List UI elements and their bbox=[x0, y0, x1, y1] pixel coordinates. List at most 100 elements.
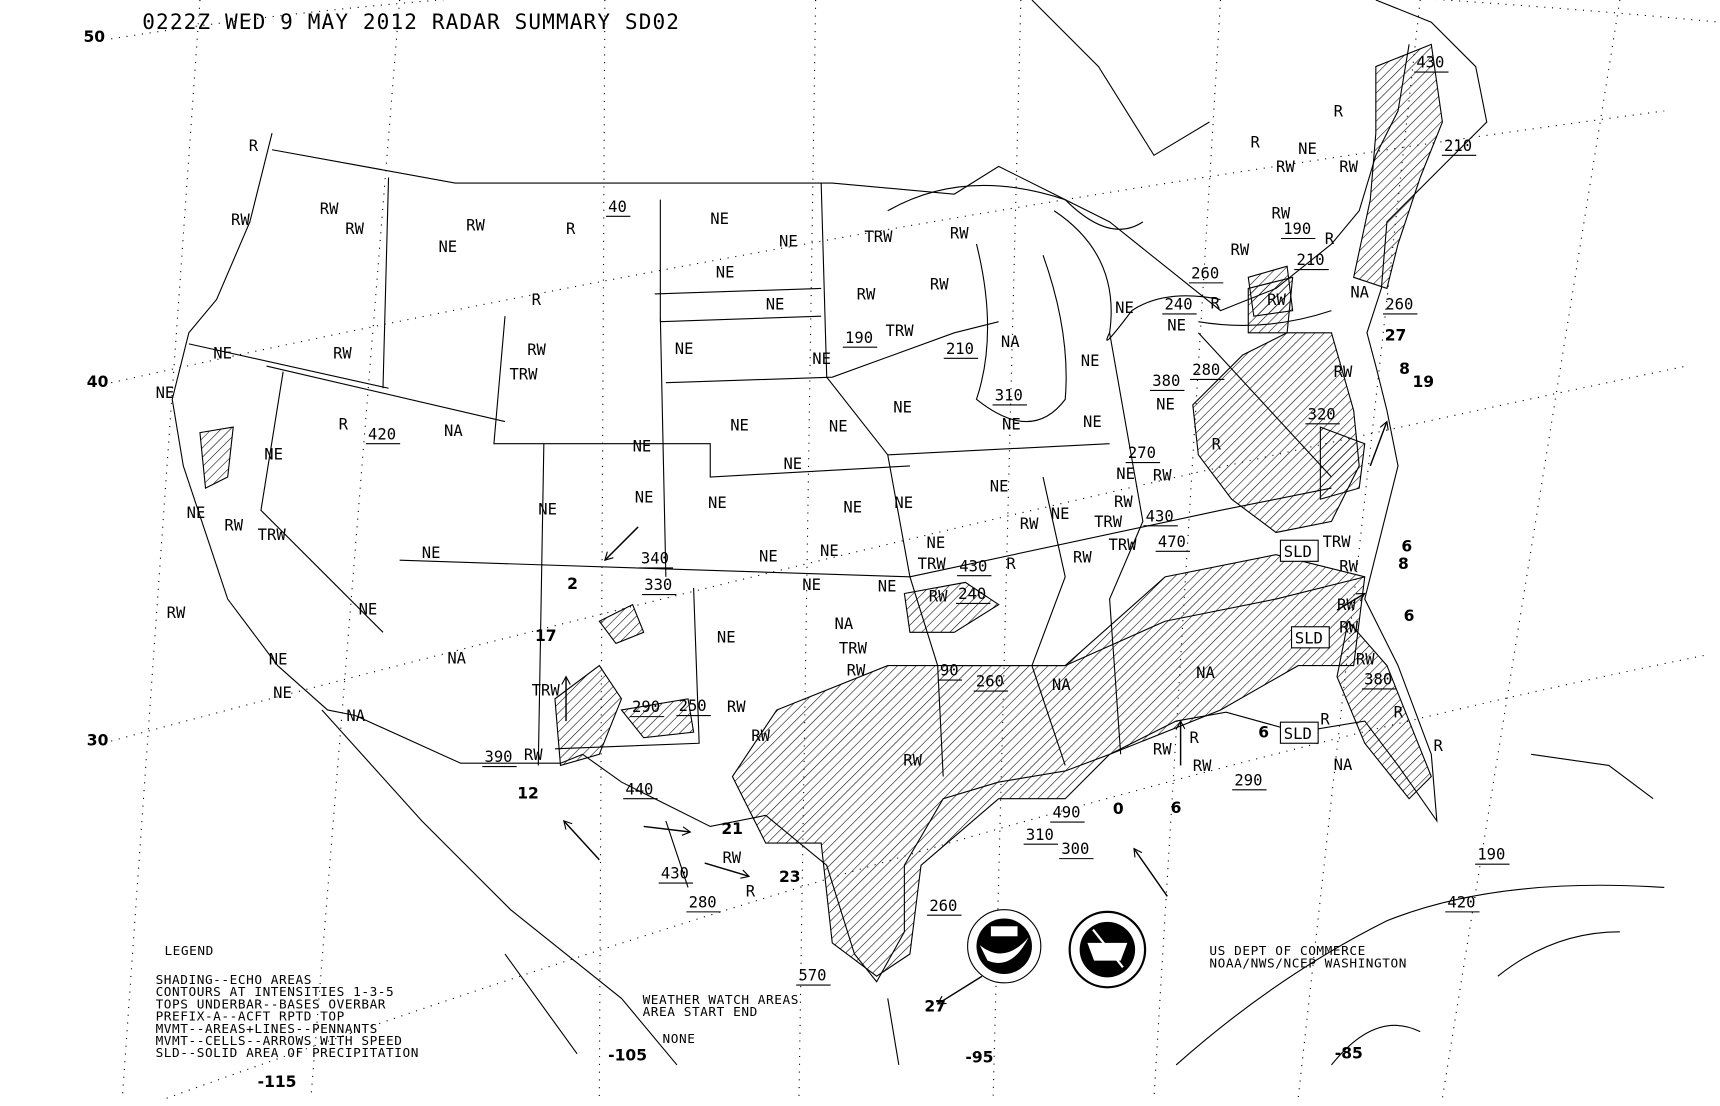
cell-speed-label: 6 bbox=[1404, 607, 1415, 625]
echo-top-label: 90 bbox=[940, 662, 959, 680]
latitude-label: 50 bbox=[83, 28, 105, 46]
arrowhead bbox=[740, 869, 751, 879]
echo-top-label: 40 bbox=[608, 198, 627, 216]
precip-type-label: RW bbox=[847, 662, 866, 680]
precip-type-label: RW bbox=[1337, 596, 1356, 614]
precip-type-label: R bbox=[249, 137, 259, 155]
cell-speed-label: 27 bbox=[924, 998, 946, 1016]
echo-top-label: 260 bbox=[976, 673, 1004, 691]
movement-arrow bbox=[604, 526, 639, 561]
movement-arrow bbox=[704, 862, 750, 878]
echo-top-label: 430 bbox=[661, 865, 689, 883]
echo-top-label: 210 bbox=[1444, 137, 1472, 155]
precip-type-label: RW bbox=[1153, 466, 1172, 484]
echo-area bbox=[1319, 426, 1366, 500]
no-echo-label: NE bbox=[766, 296, 785, 314]
precip-type-label: TRW bbox=[839, 639, 868, 657]
graticule-line bbox=[1153, 0, 1222, 1099]
echo-top-label: 260 bbox=[1191, 264, 1219, 282]
precip-type-label: TRW bbox=[258, 526, 287, 544]
no-echo-label: NE bbox=[894, 494, 913, 512]
echo-top-label: 290 bbox=[1234, 771, 1262, 789]
precip-type-label: RW bbox=[903, 751, 922, 769]
precip-type-label: R bbox=[532, 291, 542, 309]
cell-speed-label: 21 bbox=[721, 820, 743, 838]
nws-logo bbox=[1068, 910, 1147, 989]
not-available-label: NA bbox=[444, 422, 463, 440]
cell-speed-label: 27 bbox=[1385, 327, 1407, 345]
precip-type-label: R bbox=[1250, 134, 1260, 152]
not-available-label: NA bbox=[346, 707, 365, 725]
latitude-label: 40 bbox=[87, 373, 109, 391]
movement-arrow bbox=[1336, 592, 1366, 611]
coastlines-and-borders bbox=[171, 0, 1665, 1066]
boundary-line bbox=[1053, 210, 1221, 341]
boundary-line bbox=[1031, 0, 1210, 157]
echo-top-label: 440 bbox=[625, 780, 653, 798]
precip-type-label: RW bbox=[224, 516, 243, 534]
arrowhead bbox=[1133, 847, 1143, 858]
arrowhead bbox=[936, 995, 947, 1005]
precip-type-label: R bbox=[1394, 704, 1404, 722]
echo-area bbox=[1353, 43, 1443, 290]
movement-arrows bbox=[561, 420, 1389, 1005]
precip-type-label: TRW bbox=[918, 555, 947, 573]
movement-arrow bbox=[1369, 421, 1388, 467]
watch-heading: WEATHER WATCH AREAS bbox=[643, 993, 799, 1008]
echo-top-label: 210 bbox=[1297, 251, 1325, 269]
precip-type-label: RW bbox=[466, 217, 485, 235]
no-echo-label: NE bbox=[802, 576, 821, 594]
boundary-line bbox=[188, 177, 944, 777]
cell-speed-label: 0 bbox=[1113, 800, 1124, 818]
no-echo-label: NE bbox=[708, 494, 727, 512]
precip-type-label: RW bbox=[1267, 291, 1286, 309]
precip-type-label: TRW bbox=[509, 365, 538, 383]
precip-type-label: R bbox=[1325, 230, 1335, 248]
boundary-line bbox=[975, 243, 1067, 422]
echo-top-label: 320 bbox=[1308, 405, 1336, 423]
graticule-line bbox=[111, 110, 1665, 384]
precip-type-label: R bbox=[1189, 729, 1199, 747]
legend: LEGEND SHADING--ECHO AREAS CONTOURS AT I… bbox=[156, 944, 419, 1061]
precip-type-label: RW bbox=[1339, 618, 1358, 636]
legend-heading: LEGEND bbox=[164, 944, 213, 959]
echo-area bbox=[554, 664, 623, 767]
arrowhead bbox=[563, 820, 573, 830]
no-echo-label: NE bbox=[187, 504, 206, 522]
precip-type-label: RW bbox=[527, 341, 546, 359]
precip-type-label: RW bbox=[1153, 740, 1172, 758]
echo-top-label: 420 bbox=[368, 425, 396, 443]
echo-top-label: 380 bbox=[1364, 670, 1392, 688]
precip-type-label: TRW bbox=[1094, 513, 1123, 531]
precip-type-label: RW bbox=[1339, 557, 1358, 575]
cell-speed-label: 6 bbox=[1258, 724, 1269, 742]
boundary-line bbox=[271, 44, 1410, 312]
boundary-line bbox=[887, 184, 1144, 230]
no-echo-label: NE bbox=[1051, 505, 1070, 523]
precip-type-label: R bbox=[339, 415, 349, 433]
cell-speed-label: 8 bbox=[1399, 360, 1410, 378]
arrowhead bbox=[681, 826, 692, 836]
no-echo-label: NE bbox=[1298, 140, 1317, 158]
precip-type-label: R bbox=[1211, 294, 1221, 312]
echo-top-label: 290 bbox=[632, 698, 660, 716]
solid-area-label: SLD bbox=[1295, 629, 1323, 647]
no-echo-label: NE bbox=[1081, 352, 1100, 370]
cell-speed-label: 19 bbox=[1412, 373, 1434, 391]
watch-columns: AREA START END bbox=[643, 1005, 758, 1020]
not-available-label: NA bbox=[1334, 756, 1353, 774]
no-echo-label: NE bbox=[990, 477, 1009, 495]
echo-top-label: 430 bbox=[1416, 54, 1444, 72]
echo-top-label: 190 bbox=[1477, 846, 1505, 864]
echo-top-label: 570 bbox=[798, 967, 826, 985]
graticule-line bbox=[798, 0, 817, 1099]
solid-area-box bbox=[1290, 626, 1330, 649]
boundary-line bbox=[1331, 931, 1620, 1066]
movement-arrow bbox=[1133, 848, 1168, 897]
arrowhead bbox=[1175, 719, 1186, 730]
precip-type-label: RW bbox=[929, 587, 948, 605]
precip-type-label: R bbox=[1434, 737, 1444, 755]
movement-arrow bbox=[643, 825, 691, 833]
echo-top-label: 390 bbox=[484, 748, 512, 766]
echo-top-label: 420 bbox=[1447, 893, 1475, 911]
